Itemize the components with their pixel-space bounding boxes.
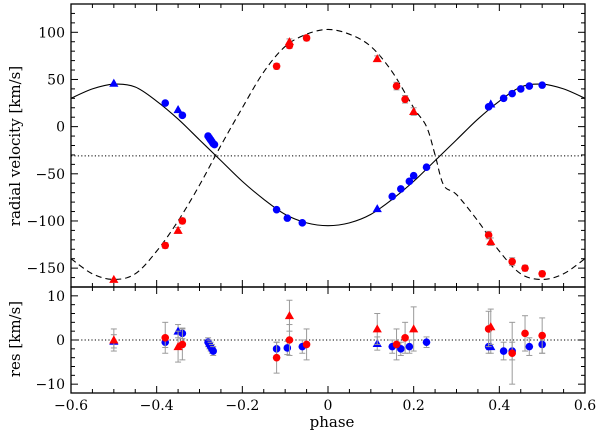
primary-triangle-residuals-point [173,326,183,335]
secondary-triangles-point [486,237,496,246]
secondary-circle-residuals-point [538,331,546,340]
secondary-triangles-point [109,274,119,283]
top-y-tick-label: 50 [47,72,65,88]
primary-triangles-point [109,78,119,87]
primary-circle-residuals-point [525,342,534,351]
x-tick-label: −0.4 [140,398,174,414]
secondary-circle-residuals-point [285,336,294,344]
primary-circles-point [422,163,431,171]
primary-circles-point [516,85,525,93]
secondary-circles-point [538,269,546,278]
primary-circles-point [298,219,307,227]
secondary-triangles-point [409,106,419,115]
secondary-triangle-residuals-point [372,324,382,333]
secondary-circle-residuals-point [161,333,170,342]
top-y-tick-label: −50 [35,167,65,183]
secondary-circles-point [521,264,529,272]
primary-model-curve [71,83,585,227]
top-y-axis-label: radial velocity [km/s] [6,66,24,226]
primary-circle-residuals-point [499,347,508,355]
secondary-triangle-residuals-point [109,335,119,344]
primary-triangles-point [486,99,496,108]
secondary-circles-point [178,217,187,225]
top-model-curves [71,28,585,281]
primary-circle-residuals-point [283,344,292,352]
primary-circles-point [272,205,281,214]
primary-triangles-point [173,105,183,114]
secondary-triangle-residuals-point [173,342,183,351]
x-tick-label: 0.6 [574,398,596,414]
bottom-data-points [71,299,585,385]
primary-circle-residuals-point [422,338,431,347]
secondary-circles-point [401,95,409,104]
secondary-circles-point [484,231,493,239]
secondary-triangle-residuals-point [284,311,295,320]
x-tick-label: 0.4 [488,398,510,414]
secondary-circles-point [508,257,516,266]
primary-circles-point [210,140,219,149]
secondary-triangle-residuals-point [409,324,419,333]
primary-circles-point [388,192,397,201]
secondary-triangles-point [173,225,183,234]
secondary-circle-residuals-point [272,353,281,362]
secondary-circle-residuals-point [508,349,516,358]
primary-triangles-point [372,204,382,213]
secondary-circles-point [272,62,281,71]
secondary-circles-point [161,241,170,250]
primary-circles-point [525,82,534,90]
primary-circles-point [508,89,516,98]
secondary-circles-point [392,82,401,90]
secondary-circle-residuals-point [401,333,409,342]
top-axes: 100 50 0 −50 −100 −150 [27,3,586,288]
primary-circles-point [409,171,418,180]
top-frame [70,3,586,288]
secondary-circles-point [302,34,311,42]
primary-circles-point [499,94,508,103]
x-axis-label: phase [310,413,355,431]
top-y-tick-label: 0 [56,120,65,136]
primary-circles-point [283,214,292,222]
x-tick-label: −0.2 [225,398,259,414]
primary-circles-point [538,81,546,89]
bot-y-tick-label: 10 [47,289,65,305]
x-tick-label: 0 [324,398,333,414]
primary-circles-point [397,185,405,193]
bot-frame [70,286,586,394]
x-tick-label: 0.2 [403,398,425,414]
primary-circles-point [178,111,187,120]
top-y-tick-label: −100 [27,214,65,230]
primary-circles-point [161,99,170,107]
primary-circle-residuals-point [405,342,414,351]
primary-triangle-residuals-point [486,342,496,351]
top-y-tick-label: −150 [27,261,65,277]
bottom-y-axis-label: res [km/s] [6,301,24,377]
x-tick-label: −0.6 [54,398,88,414]
primary-circle-residuals-point [209,347,218,355]
bot-y-tick-label: 0 [56,333,65,349]
secondary-model-curve [71,28,585,281]
secondary-triangle-residuals-point [486,322,496,331]
bot-y-tick-label: −10 [35,377,65,393]
secondary-circle-residuals-point [521,329,529,338]
secondary-triangles-point [372,54,382,63]
bottom-axes: −0.6 −0.4 −0.2 0 0.2 0.4 0.6 10 0 −10 [35,286,596,414]
primary-circles-point [405,177,414,186]
secondary-circle-residuals-point [392,340,401,349]
top-y-tick-label: 100 [38,25,65,41]
top-panel: 100 50 0 −50 −100 −150 radial velocity [km/s] [6,3,586,288]
secondary-triangles-point [284,37,295,46]
secondary-circle-residuals-point [302,340,311,349]
top-data-points [71,34,585,283]
